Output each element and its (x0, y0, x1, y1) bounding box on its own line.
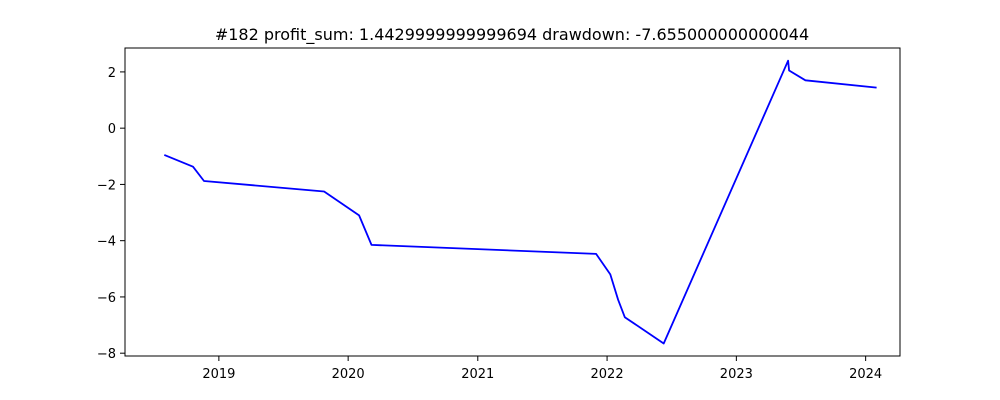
x-tick-label: 2020 (332, 367, 365, 382)
x-axis: 2019 2020 2021 2022 2023 2024 (202, 356, 882, 382)
x-tick-label: 2019 (202, 367, 235, 382)
y-tick-label: −2 (97, 178, 116, 193)
y-tick-label: 0 (108, 122, 116, 137)
x-tick-label: 2022 (591, 367, 624, 382)
y-tick-label: −8 (97, 347, 116, 362)
y-tick-label: 2 (108, 66, 116, 81)
chart-title: #182 profit_sum: 1.4429999999999694 draw… (215, 25, 809, 45)
y-tick-label: −6 (97, 291, 116, 306)
y-axis: −8 −6 −4 −2 0 2 (97, 66, 125, 362)
series-line (163, 59, 877, 345)
x-tick-label: 2021 (461, 367, 494, 382)
x-tick-label: 2023 (720, 367, 753, 382)
y-tick-label: −4 (97, 235, 116, 250)
x-tick-label: 2024 (849, 367, 882, 382)
plot-frame (124, 47, 901, 357)
